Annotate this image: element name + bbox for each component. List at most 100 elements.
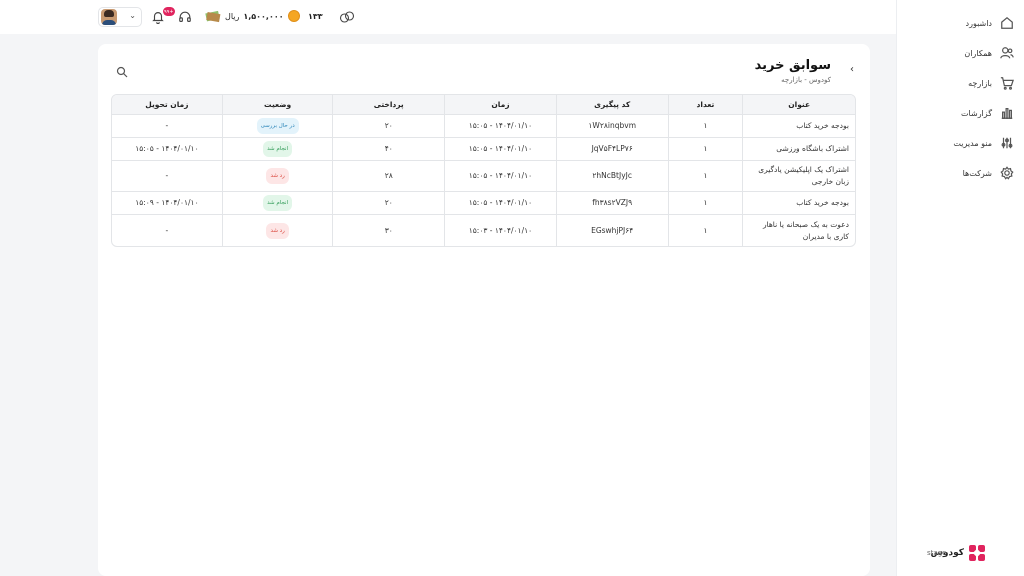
bell-icon — [152, 12, 164, 24]
column-header-payment[interactable]: پرداختی — [332, 95, 445, 115]
logo-stage-label: stage — [927, 549, 947, 557]
cell-status: انجام شد — [221, 192, 333, 215]
cell-title: اشتراک باشگاه ورزشی — [742, 138, 855, 161]
sidebar: داشبورد همکاران بازارچه گزارشات منو مدیر… — [896, 0, 1024, 576]
column-header-title[interactable]: عنوان — [742, 95, 855, 115]
cell-payment: ۲۸ — [332, 161, 445, 192]
cart-icon — [1000, 77, 1014, 90]
cell-delivery-time: - — [112, 161, 222, 192]
user-menu[interactable]: ⌄ — [98, 7, 142, 27]
cell-tracking-code: EGswhjPJ۶۴ — [555, 215, 668, 246]
table-row[interactable]: اشتراک یک اپلیکیشن یادگیری زبان خارجی ۱ ۲h… — [112, 161, 855, 192]
status-badge: انجام شد — [263, 195, 293, 211]
cell-count: ۱ — [667, 138, 743, 161]
table-row[interactable]: بودجه خرید کتاب ۱ ۱W۲۸inqbvm ۱۴۰۴/۰۱/۱۰ - ۱… — [112, 115, 855, 138]
money-icon — [205, 10, 221, 23]
smiley-faces-icon — [339, 11, 355, 23]
sidebar-item-label: داشبورد — [965, 18, 992, 28]
cell-time: ۱۴۰۴/۰۱/۱۰ - ۱۵:۰۳ — [444, 215, 556, 246]
topbar: ⌄ ۹۹+ ریال ۱,۵۰۰,۰۰۰ ۱۳۳ — [0, 0, 896, 34]
cell-status: در حال بررسی — [221, 115, 333, 138]
sidebar-item-label: بازارچه — [968, 78, 992, 88]
table-row[interactable]: بودجه خرید کتاب ۱ fh۳۸s۲VZJ۹ ۱۴۰۴/۰۱/۱۰ - ۱… — [112, 192, 855, 215]
breadcrumb: کودوس - بازارچه — [781, 76, 831, 84]
status-badge: رد شد — [266, 222, 289, 239]
cell-delivery-time: - — [165, 225, 169, 235]
sidebar-item-dashboard[interactable]: داشبورد — [896, 8, 1024, 38]
coin-count: ۱۳۳ — [308, 11, 323, 21]
column-header-count[interactable]: تعداد — [667, 95, 743, 115]
cell-title: اشتراک یک اپلیکیشن یادگیری زبان خارجی — [742, 161, 855, 192]
sidebar-item-marketplace[interactable]: بازارچه — [896, 68, 1024, 98]
wallet-currency: ریال — [225, 11, 240, 21]
column-header-tracking[interactable]: کد پیگیری — [555, 95, 668, 115]
chart-icon — [1001, 108, 1013, 119]
cell-time: ۱۴۰۴/۰۱/۱۰ - ۱۵:۰۵ — [444, 192, 556, 215]
headset-icon — [179, 11, 191, 22]
cell-payment: ۲۰ — [332, 115, 445, 138]
cell-status: رد شد — [221, 161, 333, 192]
wallet-balance[interactable]: ریال ۱,۵۰۰,۰۰۰ — [205, 9, 284, 23]
notifications-button[interactable] — [151, 10, 165, 24]
cell-title: دعوت به یک صبحانه یا ناهار کاری با مدیرا… — [742, 215, 855, 246]
cell-title: بودجه خرید کتاب — [742, 115, 855, 138]
table-header-row: عنوان تعداد کد پیگیری زمان پرداختی وضعیت… — [112, 95, 855, 115]
sidebar-item-label: گزارشات — [961, 108, 992, 118]
cell-status: رد شد — [221, 215, 333, 246]
sidebar-item-label: شرکت‌ها — [962, 168, 992, 178]
cell-delivery-time: - — [112, 115, 222, 138]
logo-text: کودوس — [930, 548, 964, 558]
sidebar-item-reports[interactable]: گزارشات — [896, 98, 1024, 128]
back-chevron-icon[interactable]: ‹ — [850, 64, 854, 75]
cell-payment: ۳۰ — [332, 215, 444, 246]
table-row[interactable]: اشتراک باشگاه ورزشی ۱ JqV۵F۴LP۷۶ ۱۴۰۴/۰۱/۱۰… — [112, 138, 855, 161]
status-badge: رد شد — [266, 168, 289, 184]
users-icon — [1000, 47, 1014, 59]
avatar — [101, 9, 117, 25]
cell-time: ۱۴۰۴/۰۱/۱۰ - ۱۵:۰۵ — [444, 138, 556, 161]
cell-payment: ۴۰ — [332, 138, 445, 161]
page-title: سوابق خرید — [754, 58, 831, 73]
coin-icon — [288, 10, 300, 22]
wallet-amount: ۱,۵۰۰,۰۰۰ — [243, 11, 284, 21]
sidebar-item-colleagues[interactable]: همکاران — [896, 38, 1024, 68]
cell-delivery-time: ۱۴۰۴/۰۱/۱۰ - ۱۵:۰۵ — [112, 138, 222, 161]
column-header-delivery[interactable]: زمان تحویل — [112, 95, 222, 115]
sliders-icon — [1001, 137, 1013, 149]
cell-tracking-code: fh۳۸s۲VZJ۹ — [555, 192, 668, 215]
chevron-down-icon: ⌄ — [129, 11, 136, 20]
sidebar-item-label: منو مدیریت — [953, 138, 992, 148]
sidebar-item-admin-menu[interactable]: منو مدیریت — [896, 128, 1024, 158]
cell-count: ۱ — [667, 161, 743, 192]
table-row[interactable]: دعوت به یک صبحانه یا ناهار کاری با مدیرا… — [112, 215, 855, 246]
cell-tracking-code: ۱W۲۸inqbvm — [555, 115, 668, 138]
status-badge: در حال بررسی — [256, 118, 299, 134]
purchase-history-table: عنوان تعداد کد پیگیری زمان پرداختی وضعیت… — [111, 94, 856, 247]
support-button[interactable] — [178, 10, 192, 24]
cell-count: ۱ — [667, 215, 743, 246]
column-header-status[interactable]: وضعیت — [221, 95, 333, 115]
cell-delivery-time: ۱۴۰۴/۰۱/۱۰ - ۱۵:۰۹ — [112, 192, 222, 215]
brand-logo[interactable]: کودوس stage — [927, 544, 986, 562]
notification-count-badge: ۹۹+ — [163, 7, 175, 16]
logo-icon — [969, 545, 985, 561]
cell-time: ۱۴۰۴/۰۱/۱۰ - ۱۵:۰۵ — [444, 115, 556, 138]
cell-tracking-code: JqV۵F۴LP۷۶ — [555, 138, 668, 161]
sidebar-item-label: همکاران — [964, 48, 992, 58]
reactions-button[interactable] — [339, 10, 355, 24]
cell-tracking-code: ۲hNcBtJyJc — [555, 161, 668, 192]
cell-time: ۱۴۰۴/۰۱/۱۰ - ۱۵:۰۵ — [444, 161, 556, 192]
home-icon — [1001, 16, 1013, 29]
search-icon[interactable] — [116, 66, 128, 78]
purchase-history-card: ‹ سوابق خرید کودوس - بازارچه عنوان تعداد… — [98, 44, 870, 576]
cell-payment: ۲۰ — [332, 192, 445, 215]
cell-count: ۱ — [667, 192, 743, 215]
coin-balance[interactable]: ۱۳۳ — [288, 10, 323, 22]
cell-count: ۱ — [667, 115, 743, 138]
cell-title: بودجه خرید کتاب — [742, 192, 855, 215]
gear-icon — [1000, 166, 1014, 180]
column-header-time[interactable]: زمان — [444, 95, 556, 115]
sidebar-item-companies[interactable]: شرکت‌ها — [896, 158, 1024, 188]
status-badge: انجام شد — [263, 141, 293, 157]
cell-status: انجام شد — [221, 138, 333, 161]
